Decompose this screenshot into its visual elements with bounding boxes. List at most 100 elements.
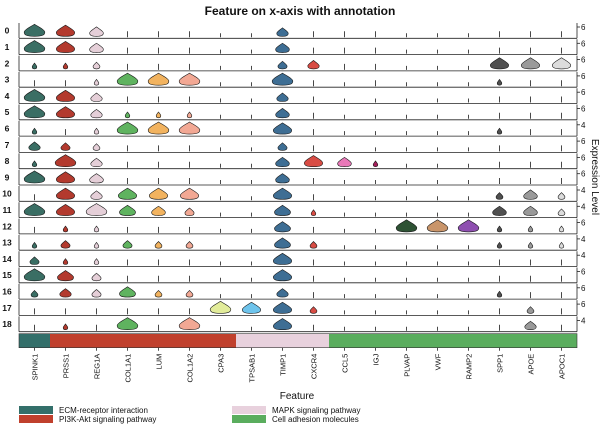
violin-shape <box>91 158 102 167</box>
violin-shape <box>119 205 135 215</box>
violin-shape <box>117 318 138 330</box>
cluster-label: 8 <box>5 156 10 166</box>
cluster-label: 3 <box>5 75 10 85</box>
row-max-tick-label: 6 <box>581 137 586 146</box>
violin-shape <box>311 210 316 216</box>
violin-shape <box>373 161 378 167</box>
violin-shape <box>56 25 74 36</box>
cluster-label: 13 <box>2 238 12 248</box>
violin-shape <box>119 287 135 297</box>
cluster-label: 11 <box>3 205 12 215</box>
violin-shape <box>273 319 291 330</box>
violin-shape <box>56 90 74 101</box>
violin-shape <box>92 290 101 298</box>
violin-shape <box>93 144 100 151</box>
violin-shape <box>148 122 169 134</box>
row-max-tick-label: 6 <box>581 105 586 114</box>
violin-shape <box>24 89 45 101</box>
violin-shape <box>552 58 570 69</box>
violin-shape <box>274 205 290 215</box>
violin-shape <box>94 242 99 248</box>
violin-shape <box>558 193 565 200</box>
legend-label: Cell adhesion molecules <box>272 415 359 424</box>
violin-shape <box>90 27 104 36</box>
row-max-tick-label: 6 <box>581 39 586 48</box>
violin-shape <box>558 209 565 216</box>
violin-shape <box>277 28 288 37</box>
violin-shape <box>276 174 290 183</box>
violin-shape <box>273 302 291 313</box>
violin-shape <box>490 58 508 69</box>
violin-shape <box>60 289 71 298</box>
violin-shape <box>497 291 502 297</box>
violin-shape <box>179 122 200 134</box>
cluster-label: 14 <box>2 254 12 264</box>
cluster-row: 17 6 <box>2 300 586 315</box>
violin-shape <box>276 157 290 166</box>
violin-shape <box>179 318 200 330</box>
row-max-tick-label: 6 <box>581 219 586 228</box>
violin-shape <box>338 157 352 166</box>
violin-shape <box>148 73 169 85</box>
violin-shape <box>497 226 502 232</box>
violin-shape <box>29 142 40 151</box>
row-max-tick-label: 4 <box>581 202 586 211</box>
violin-shape <box>427 220 448 232</box>
violin-shape <box>186 290 193 297</box>
cluster-label: 7 <box>5 140 10 150</box>
cluster-label: 16 <box>2 286 12 296</box>
x-tick-label: CXCR4 <box>310 354 319 379</box>
violin-shape <box>304 156 322 167</box>
violin-shape <box>186 242 193 249</box>
violin-shape <box>117 122 138 134</box>
violin-shape <box>63 259 68 265</box>
row-max-tick-label: 6 <box>581 284 586 293</box>
row-max-tick-label: 6 <box>581 268 586 277</box>
cluster-row: 16 6 <box>2 284 586 299</box>
violin-shape <box>56 172 74 183</box>
violin-shape <box>277 93 288 102</box>
violin-shape <box>559 226 564 232</box>
annotation-segment <box>50 334 236 348</box>
x-tick-label: LUM <box>155 354 164 370</box>
violin-shape <box>94 128 99 134</box>
violin-shape <box>125 112 130 118</box>
violin-shape <box>273 253 291 264</box>
violin-shape <box>180 188 198 199</box>
violin-shape <box>156 112 161 118</box>
violin-shape <box>56 188 74 199</box>
row-max-tick-label: 6 <box>581 23 586 32</box>
row-max-tick-label: 4 <box>581 251 586 260</box>
violin-shape <box>559 242 564 248</box>
x-tick-label: APOC1 <box>558 354 567 379</box>
violin-shape <box>272 73 293 85</box>
row-max-tick-label: 4 <box>581 186 586 195</box>
x-tick-label: CPA3 <box>217 354 226 373</box>
legend-swatch <box>19 415 53 423</box>
row-max-tick-label: 6 <box>581 300 586 309</box>
cluster-label: 2 <box>5 58 10 68</box>
annotation-segment <box>329 334 577 348</box>
row-max-tick-label: 4 <box>581 121 586 130</box>
legend-label: MAPK signaling pathway <box>272 406 361 415</box>
row-max-tick-label: 6 <box>581 88 586 97</box>
violin-shape <box>24 24 45 36</box>
violin-shape <box>56 107 74 118</box>
row-max-tick-label: 4 <box>581 316 586 325</box>
violin-shape <box>528 242 533 248</box>
violin-shape <box>24 269 45 281</box>
violin-shape <box>276 43 290 52</box>
violin-shape <box>56 41 74 52</box>
x-tick-label: IGJ <box>372 353 381 365</box>
violin-plot: Feature on x-axis with annotation 0 61 62 6… <box>0 0 600 427</box>
violin-shape <box>94 226 99 232</box>
violin-shape <box>32 161 37 167</box>
violin-shape <box>497 242 502 248</box>
x-tick-label: PRSS1 <box>62 354 71 379</box>
violin-shape <box>310 242 317 249</box>
violin-shape <box>61 241 70 249</box>
